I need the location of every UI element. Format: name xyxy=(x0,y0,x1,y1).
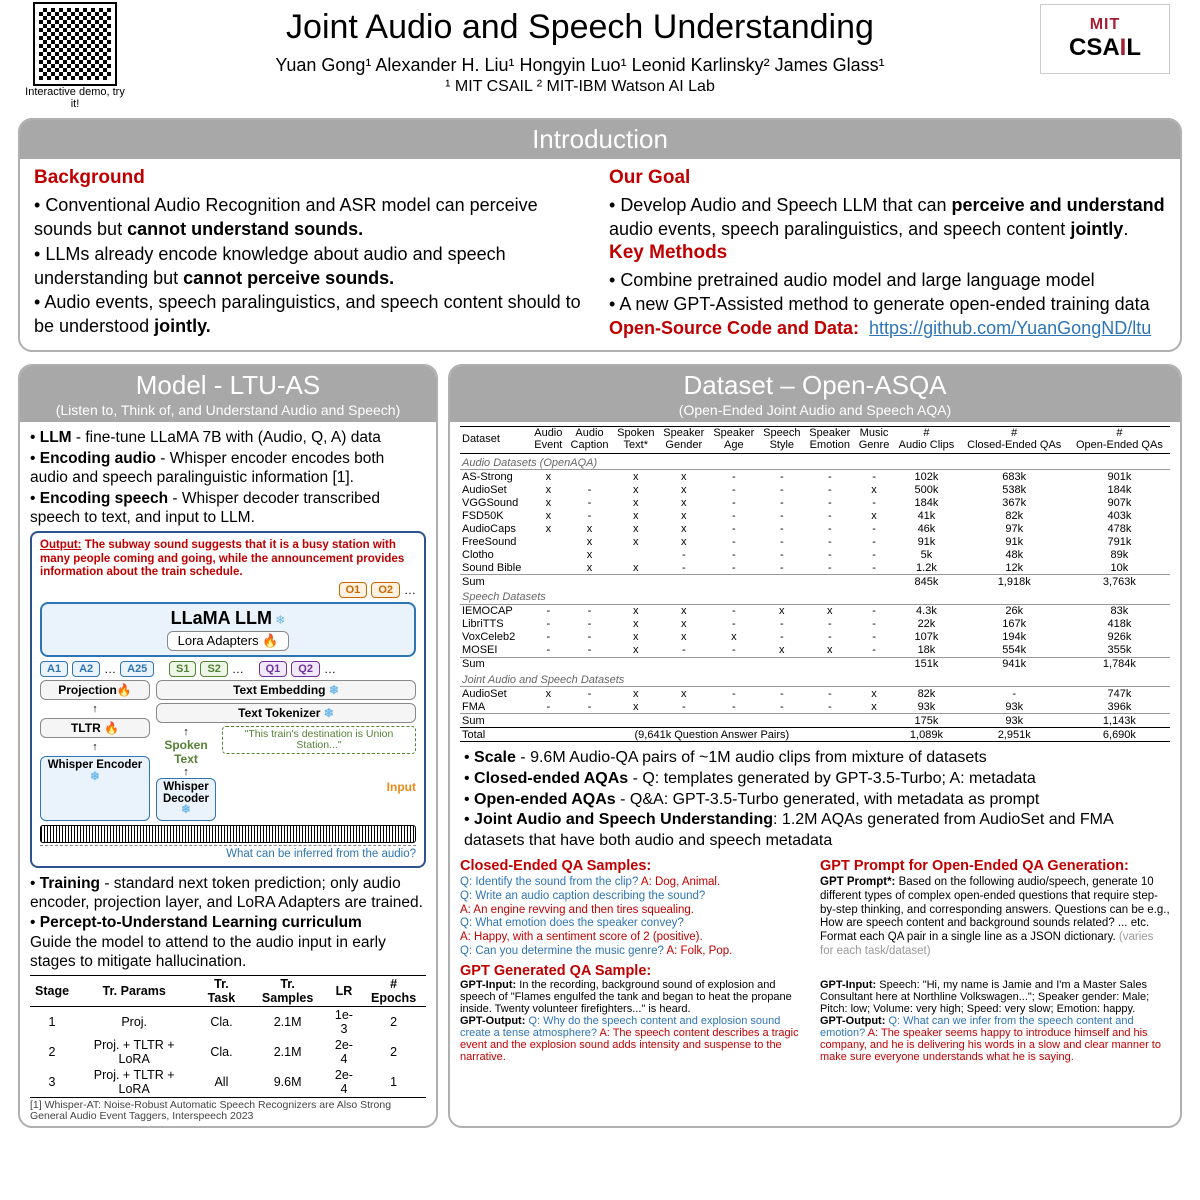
logo-csail: CSAIL xyxy=(1069,34,1141,62)
key-heading: Key Methods xyxy=(609,242,1166,264)
goal-heading: Our Goal xyxy=(609,167,1166,189)
tok-o2: O2 xyxy=(371,582,400,598)
waveform xyxy=(40,825,416,843)
diagram-output: Output: The subway sound suggests that i… xyxy=(40,539,416,579)
list-item: LLMs already encode knowledge about audi… xyxy=(34,242,591,291)
dataset-table: DatasetAudioEventAudioCaptionSpokenText*… xyxy=(460,426,1170,742)
poster-header: Interactive demo, try it! Joint Audio an… xyxy=(0,0,1200,112)
gpt-sample-left: GPT-Input: In the recording, background … xyxy=(460,979,810,1063)
list-item: Conventional Audio Recognition and ASR m… xyxy=(34,193,591,242)
closed-samples: Q: Identify the sound from the clip? A: … xyxy=(460,876,810,959)
list-item: Percept-to-Understand Learning curriculu… xyxy=(30,913,426,971)
list-item: Joint Audio and Speech Understanding: 1.… xyxy=(464,810,1166,852)
intro-title: Introduction xyxy=(20,120,1180,159)
gpt-prompt-col: GPT Prompt for Open-Ended QA Generation:… xyxy=(820,858,1170,959)
qr-area: Interactive demo, try it! xyxy=(20,4,130,110)
diagram-prompt: What can be inferred from the audio? xyxy=(40,845,416,860)
list-item: Encoding speech - Whisper decoder transc… xyxy=(30,489,426,528)
tltr-box: TLTR 🔥 xyxy=(40,718,150,738)
background-heading: Background xyxy=(34,167,591,189)
projection-box: Projection🔥 xyxy=(40,680,150,700)
tok-a2: A2 xyxy=(72,661,100,677)
closed-qa-col: Closed-Ended QA Samples: Q: Identify the… xyxy=(460,858,810,959)
model-panel: Model - LTU-AS (Listen to, Think of, and… xyxy=(18,364,438,1128)
tok-s2: S2 xyxy=(200,661,227,677)
list-item: Scale - 9.6M Audio-QA pairs of ~1M audio… xyxy=(464,748,1166,769)
mit-csail-logo: MIT CSAIL xyxy=(1040,4,1170,74)
architecture-diagram: Output: The subway sound suggests that i… xyxy=(30,531,426,867)
whisper-encoder-box: Whisper Encoder❄ xyxy=(40,756,150,821)
prompt-heading: GPT Prompt for Open-Ended QA Generation: xyxy=(820,858,1170,874)
intro-right: Our Goal Develop Audio and Speech LLM th… xyxy=(609,167,1166,340)
closed-heading: Closed-Ended QA Samples: xyxy=(460,858,810,874)
list-item: Training - standard next token predictio… xyxy=(30,874,426,913)
tok-s1: S1 xyxy=(169,661,196,677)
tok-q2: Q2 xyxy=(291,661,320,677)
model-footnote: [1] Whisper-AT: Noise-Robust Automatic S… xyxy=(30,1100,426,1122)
lora-box: Lora Adapters 🔥 xyxy=(167,631,290,651)
intro-panel: Introduction Background Conventional Aud… xyxy=(18,118,1182,352)
background-list: Conventional Audio Recognition and ASR m… xyxy=(34,193,591,339)
affiliations: ¹ MIT CSAIL ² MIT-IBM Watson AI Lab xyxy=(130,78,1030,96)
list-item: A new GPT-Assisted method to generate op… xyxy=(609,292,1166,316)
logo-area: MIT CSAIL xyxy=(1030,4,1180,74)
tok-o1: O1 xyxy=(339,582,368,598)
spoken-text-label: Spoken Text xyxy=(156,738,216,766)
input-label: Input xyxy=(222,780,416,794)
poster-title: Joint Audio and Speech Understanding xyxy=(130,8,1030,47)
qr-caption: Interactive demo, try it! xyxy=(20,86,130,110)
dataset-title: Dataset – Open-ASQA xyxy=(450,366,1180,405)
gpt-sample-right: GPT-Input: Speech: "Hi, my name is Jamie… xyxy=(820,979,1170,1063)
list-item: LLM - fine-tune LLaMA 7B with (Audio, Q,… xyxy=(30,428,426,447)
osrc-label: Open-Source Code and Data: xyxy=(609,318,859,338)
title-area: Joint Audio and Speech Understanding Yua… xyxy=(130,4,1030,96)
dataset-panel: Dataset – Open-ASQA (Open-Ended Joint Au… xyxy=(448,364,1182,1128)
llama-box: LLaMA LLM ❄ Lora Adapters 🔥 xyxy=(40,602,416,657)
llama-label: LLaMA LLM xyxy=(171,608,272,628)
gpt-heading: GPT Generated QA Sample: xyxy=(460,963,1170,979)
stages-table: StageTr. ParamsTr. TaskTr. SamplesLR# Ep… xyxy=(30,975,426,1098)
model-bullets-top: LLM - fine-tune LLaMA 7B with (Audio, Q,… xyxy=(30,428,426,527)
whisper-decoder-box: Whisper Decoder❄ xyxy=(156,778,216,821)
tok-a1: A1 xyxy=(40,661,68,677)
quote-box: "This train's destination is Union Stati… xyxy=(222,726,416,754)
tok-q1: Q1 xyxy=(259,661,288,677)
key-list: Combine pretrained audio model and large… xyxy=(609,268,1166,317)
goal-text: Develop Audio and Speech LLM that can pe… xyxy=(609,193,1166,242)
dataset-bullets: Scale - 9.6M Audio-QA pairs of ~1M audio… xyxy=(460,742,1170,856)
logo-mit: MIT xyxy=(1090,16,1121,34)
qr-code[interactable] xyxy=(35,4,115,84)
osrc-link[interactable]: https://github.com/YuanGongND/ltu xyxy=(869,318,1151,338)
list-item: Open-ended AQAs - Q&A: GPT-3.5-Turbo gen… xyxy=(464,790,1166,811)
text-embed-box: Text Embedding ❄ xyxy=(156,680,416,700)
tok-a25: A25 xyxy=(120,661,154,677)
authors: Yuan Gong¹ Alexander H. Liu¹ Hongyin Luo… xyxy=(130,55,1030,76)
prompt-text: GPT Prompt*: Based on the following audi… xyxy=(820,876,1170,959)
text-tok-box: Text Tokenizer ❄ xyxy=(156,703,416,723)
model-subtitle: (Listen to, Think of, and Understand Aud… xyxy=(20,402,436,422)
snow-icon: ❄ xyxy=(275,613,285,627)
open-source-line: Open-Source Code and Data: https://githu… xyxy=(609,316,1166,340)
model-title: Model - LTU-AS xyxy=(20,366,436,405)
intro-left: Background Conventional Audio Recognitio… xyxy=(34,167,591,340)
list-item: Closed-ended AQAs - Q: templates generat… xyxy=(464,769,1166,790)
list-item: Encoding audio - Whisper encoder encodes… xyxy=(30,449,426,488)
list-item: Audio events, speech paralinguistics, an… xyxy=(34,290,591,339)
list-item: Combine pretrained audio model and large… xyxy=(609,268,1166,292)
model-bullets-mid: Training - standard next token predictio… xyxy=(30,874,426,972)
dataset-subtitle: (Open-Ended Joint Audio and Speech AQA) xyxy=(450,402,1180,422)
